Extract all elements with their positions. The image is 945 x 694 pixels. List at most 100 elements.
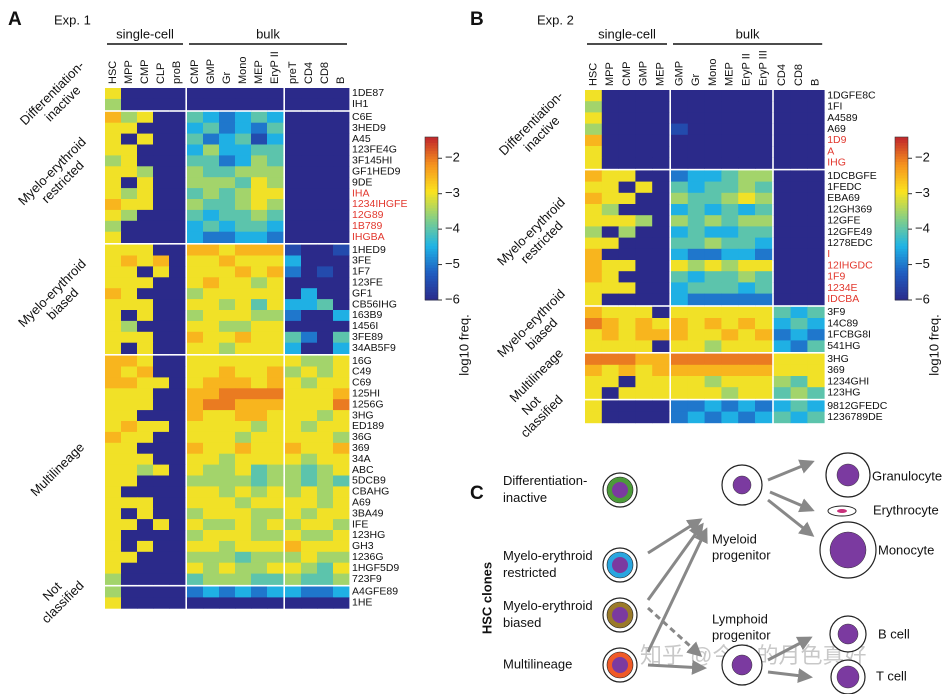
heatmap-cell (704, 364, 722, 377)
heatmap-cell (105, 508, 122, 520)
heatmap-cell (267, 320, 284, 333)
colorbar-strip (895, 223, 908, 228)
heatmap-cell (121, 573, 138, 585)
heatmap-cell (755, 364, 773, 377)
heatmap-cell (235, 133, 252, 145)
row-label: 1HGF5D9 (352, 562, 399, 574)
heatmap-cell (187, 464, 204, 476)
heatmap-cell (618, 411, 636, 424)
heatmap-cell (251, 421, 268, 433)
heatmap-cell (333, 231, 350, 243)
heatmap-cell (203, 399, 220, 411)
heatmap-cell (203, 177, 220, 189)
heatmap-cell (137, 342, 154, 354)
heatmap-cell (704, 306, 722, 319)
heatmap-cell (121, 244, 138, 256)
heatmap-cell (635, 271, 653, 283)
colorbar-strip (895, 289, 908, 293)
heatmap-cell (267, 597, 284, 609)
heatmap-cell (333, 355, 350, 367)
heatmap-cell (687, 146, 705, 158)
heatmap-cell (137, 299, 154, 311)
heatmap-cell (187, 166, 204, 178)
heatmap-cell (235, 331, 252, 344)
colorbar-tick-label: −5 (445, 256, 460, 271)
heatmap-cell (267, 111, 284, 124)
cell-label: Monocyte (878, 542, 934, 557)
colorbar-tick-label: −6 (445, 291, 460, 306)
heatmap-cell (301, 586, 318, 598)
heatmap-cell (721, 318, 739, 330)
heatmap-cell (219, 255, 236, 267)
heatmap-cell (721, 248, 739, 261)
heatmap-cell (267, 377, 284, 389)
cell-nucleus (837, 623, 859, 645)
heatmap-cell (105, 220, 122, 233)
heatmap-cell (153, 133, 170, 145)
row-label: A4GFE89 (352, 586, 398, 598)
arrow (646, 606, 703, 658)
heatmap-cell (187, 508, 204, 520)
colorbar-strip (425, 177, 438, 181)
heatmap-cell (618, 376, 636, 388)
heatmap-cell (121, 388, 138, 400)
colorbar-strip (895, 164, 908, 168)
heatmap-cell (105, 399, 122, 411)
heatmap-cell (601, 271, 619, 283)
heatmap-cell (601, 170, 619, 182)
colorbar-strip (895, 185, 908, 190)
heatmap-cell (773, 329, 791, 341)
heatmap-cell (687, 376, 705, 388)
heatmap-cell (317, 508, 334, 520)
heatmap-cell (187, 475, 204, 487)
heatmap-cell (738, 364, 756, 377)
row-label: 12G89 (352, 209, 384, 221)
heatmap-cell (203, 388, 220, 400)
heatmap-cell (601, 181, 619, 194)
heatmap-cell (153, 497, 170, 509)
heatmap-cell (301, 475, 318, 487)
heatmap-cell (721, 411, 739, 424)
column-label: CD8 (319, 62, 331, 84)
heatmap-cell (333, 199, 350, 211)
heatmap-cell (251, 166, 268, 178)
heatmap-cell (652, 101, 670, 113)
panel-letter: A (8, 9, 22, 30)
heatmap-cell (687, 293, 705, 306)
heatmap-cell (285, 133, 302, 145)
heatmap-cell (301, 177, 318, 189)
heatmap-cell (169, 209, 186, 222)
heatmap-cell (105, 98, 122, 111)
heatmap-cell (105, 497, 122, 509)
heatmap-cell (153, 597, 170, 609)
heatmap-cell (137, 177, 154, 189)
colorbar-strip (895, 199, 908, 203)
heatmap-cell (169, 177, 186, 189)
heatmap-cell (317, 475, 334, 487)
heatmap-cell (652, 353, 670, 366)
column-label: proB (171, 61, 183, 84)
heatmap-cell (652, 134, 670, 147)
heatmap-cell (317, 562, 334, 574)
heatmap-cell (687, 364, 705, 377)
heatmap-cell (251, 188, 268, 200)
heatmap-cell (187, 597, 204, 609)
heatmap-cell (105, 540, 122, 553)
heatmap-cell (137, 255, 154, 267)
heatmap-cell (267, 88, 284, 100)
clone-label: restricted (503, 565, 556, 580)
heatmap-cell (317, 88, 334, 100)
colorbar-strip (895, 172, 908, 176)
heatmap-cell (790, 146, 808, 158)
heatmap-cell (187, 530, 204, 542)
heatmap-cell (618, 123, 636, 136)
heatmap-cell (721, 271, 739, 283)
heatmap-cell (317, 366, 334, 378)
heatmap-cell (105, 166, 122, 178)
arrow (646, 527, 708, 653)
heatmap-cell (301, 410, 318, 422)
heatmap-cell (235, 475, 252, 487)
colorbar-strip (895, 215, 908, 219)
heatmap-cell (285, 399, 302, 411)
heatmap-cell (285, 331, 302, 344)
